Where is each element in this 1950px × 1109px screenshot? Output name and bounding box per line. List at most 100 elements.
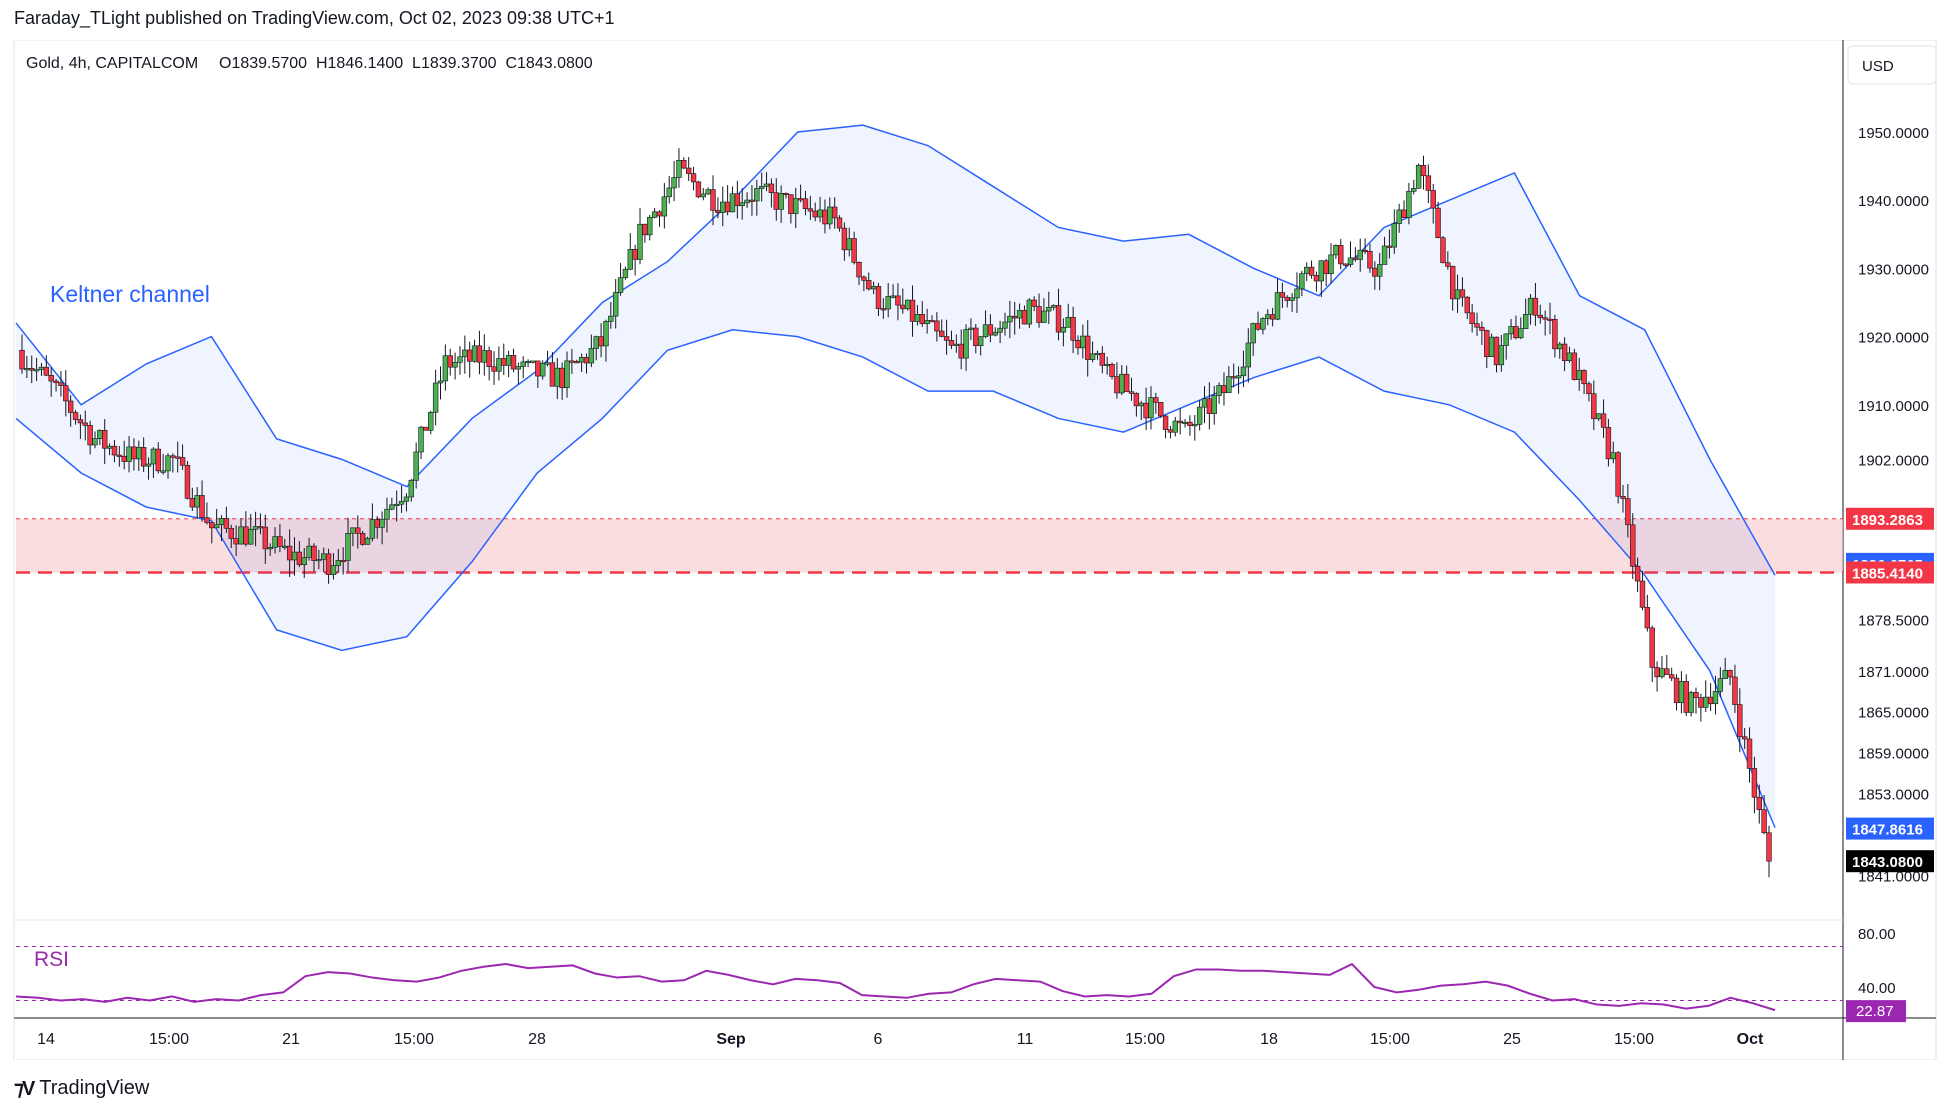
candle [656,210,663,227]
candle-body [1537,314,1543,319]
currency-box [1847,45,1937,85]
candle-body [992,331,998,336]
candle-body [549,362,556,387]
candle-body [340,560,346,563]
candle [1761,794,1767,835]
candle [389,497,395,511]
candle [1634,557,1641,592]
tradingview-logo[interactable]: ⁊V TradingView [14,1076,149,1101]
candle [1591,380,1597,431]
candle-body [608,315,614,322]
price-axis[interactable]: 1950.0000 1940.0000 1930.0000 1920.0000 1910… [1846,125,1934,885]
candle-body [1065,316,1071,328]
candle-body [462,349,468,358]
candle [394,490,400,522]
candle-body [1123,373,1130,393]
candle [1041,298,1047,323]
candle-body [447,355,453,368]
candle [612,279,619,329]
time-tick-label: 15:00 [1125,1031,1165,1048]
candle-body [1566,352,1573,362]
time-tick-label: Sep [716,1031,746,1048]
candle-body [29,368,35,371]
candle-body [997,327,1003,333]
candle [1445,251,1451,270]
candle-body [861,276,867,281]
candle [1464,296,1470,319]
currency-button[interactable]: USD [1847,45,1937,85]
price-label-box [1846,817,1934,840]
candle-body [1255,323,1261,330]
rsi-tick-label: 80.00 [1858,926,1896,943]
candle-body [700,193,706,198]
candle-body [1308,266,1315,276]
support-zone [16,518,1843,574]
price-label-text: 1885.4140 [1852,565,1923,582]
candle-body [797,198,804,201]
price-tick-label: 1910.0000 [1858,398,1929,415]
candle-body [1104,363,1110,367]
candle [77,414,84,439]
candle-body [1615,452,1621,497]
candle-body [311,545,317,561]
candle [1211,385,1217,425]
candle [802,190,809,216]
candle-body [228,528,234,539]
candle-body [150,448,157,465]
candle [1177,408,1183,435]
candle-body [24,368,30,371]
candle-body [136,447,142,460]
candle-body [1488,336,1495,357]
candle-body [1425,175,1432,191]
candle [647,214,653,241]
candle [1440,236,1446,264]
candle-body [758,186,765,189]
rsi-value-label: 22.87 [1856,1003,1894,1020]
candle [1376,252,1383,291]
chart-canvas[interactable]: 80.00 40.00 22.87 1950.0000 1940.0000 1930.0… [0,39,1950,1061]
candle-body [1746,738,1753,769]
candle-body [155,448,161,472]
candle [1430,183,1436,224]
candle-body [953,343,960,346]
candle-body [262,526,269,550]
candle [1561,337,1568,372]
candle-body [267,547,273,550]
time-axis[interactable]: 14 15:00 21 15:00 28 Sep 6 11 15:00 18 15:00 25 15:0… [37,1031,1764,1048]
candle-body [1513,326,1519,339]
candle-body [754,188,760,202]
candle-body [1245,342,1252,368]
candle-body [836,217,843,229]
candle-body [880,308,887,311]
keltner-lower-line [15,329,1776,828]
candle-body [321,553,327,560]
candle [642,223,648,243]
candle-body [184,464,191,499]
candle [335,549,342,573]
candle-body [885,296,891,310]
candle-body [1411,187,1417,192]
candle [248,514,254,545]
candle [1367,243,1373,273]
price-tick-label: 1871.0000 [1858,664,1929,681]
candle [515,362,522,385]
candle [919,301,925,327]
candle [111,439,118,463]
candle [1308,260,1315,279]
candle-body [1323,260,1329,275]
price-tick-label: 1859.0000 [1858,746,1929,763]
candle-body [1041,310,1047,323]
price-label: 1885.4140 [1846,561,1934,584]
candle-body [856,262,862,278]
chart-frame[interactable]: 80.00 40.00 22.87 1950.0000 1940.0000 1930.0… [0,39,1950,1061]
price-tick-label: 1853.0000 [1858,787,1929,804]
candle-body [1279,292,1286,298]
candle-body [1318,260,1325,282]
candle-body [812,210,818,218]
candle [1352,247,1359,262]
candle-body [355,527,361,534]
time-tick-label: 18 [1260,1031,1278,1048]
candle-body [1542,317,1548,320]
candle [1182,419,1188,428]
candle [1289,293,1295,312]
